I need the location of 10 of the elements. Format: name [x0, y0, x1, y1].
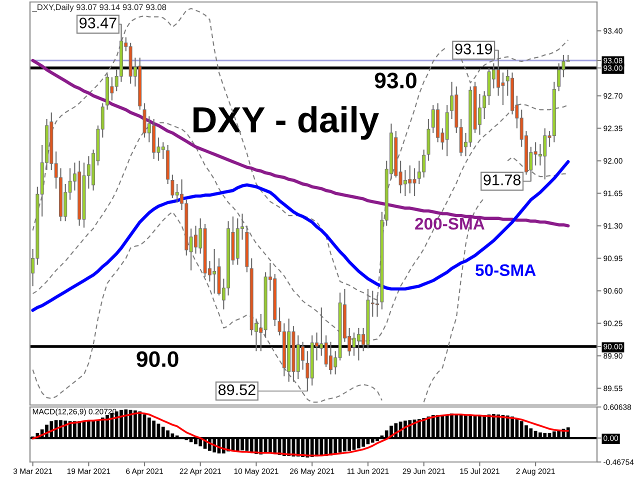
text: DXY - daily	[194, 106, 379, 140]
annotation: 91.78	[484, 174, 521, 186]
annotation: 89.52	[218, 384, 256, 396]
annotation: 93.47	[80, 18, 116, 28]
ref-line-label: 90.0	[136, 351, 178, 367]
ref-line-label: 93.0	[374, 72, 416, 88]
chart-subtitle: _DXY,Daily 93.07 93.14 93.07 93.08	[32, 4, 166, 12]
annotation: 93.19	[455, 44, 492, 54]
series-label: 200-SMA	[415, 218, 484, 230]
series-label: 50-SMA	[476, 264, 536, 276]
